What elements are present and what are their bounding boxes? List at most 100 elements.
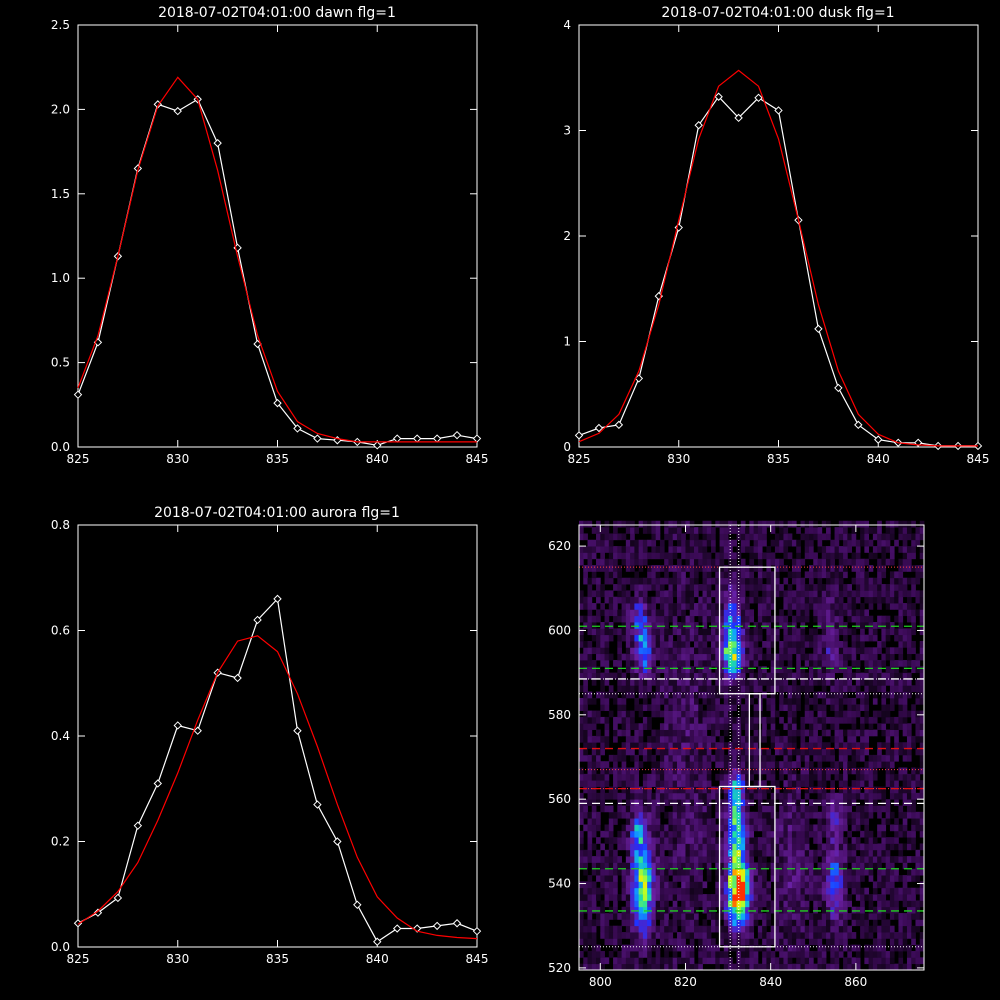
heatmap-cell — [881, 957, 887, 965]
heatmap-cell — [676, 944, 682, 952]
heatmap-cell — [621, 792, 627, 800]
heatmap-cell — [894, 678, 899, 686]
heatmap-cell — [706, 780, 712, 787]
heatmap-cell — [685, 843, 691, 851]
heatmap-cell — [745, 685, 750, 693]
heatmap-cell — [625, 773, 631, 781]
heatmap-cell — [864, 697, 870, 705]
aurora-panel: 2018-07-02T04:01:00 aurora flg=1 825 830 8… — [51, 505, 489, 966]
heatmap-cell — [757, 868, 763, 876]
heatmap-cell — [830, 913, 835, 920]
heatmap-cell — [902, 678, 908, 686]
heatmap-cell — [821, 558, 827, 566]
heatmap-cell — [736, 913, 742, 920]
heatmap-cell — [919, 603, 925, 610]
heatmap-y-tick-label: 540 — [548, 877, 571, 891]
heatmap-cell — [672, 723, 678, 730]
heatmap-cell — [736, 792, 742, 800]
heatmap-cell — [723, 919, 729, 927]
heatmap-cell — [723, 932, 729, 939]
heatmap-cell — [809, 678, 814, 686]
heatmap-cell — [719, 938, 725, 946]
heatmap-cell — [843, 697, 848, 705]
heatmap-cell — [728, 811, 733, 819]
heatmap-cell — [881, 672, 887, 680]
heatmap-cell — [617, 913, 622, 920]
heatmap-cell — [668, 830, 674, 838]
heatmap-cell — [711, 615, 716, 623]
heatmap-cell — [681, 565, 686, 572]
heatmap-cell — [715, 881, 720, 889]
heatmap-cell — [732, 742, 737, 749]
heatmap-cell — [877, 584, 882, 591]
heatmap-cell — [659, 584, 665, 591]
heatmap-cell — [583, 856, 588, 863]
heatmap-cell — [698, 862, 703, 870]
heatmap-cell — [766, 577, 772, 585]
heatmap-cell — [830, 786, 835, 794]
heatmap-cell — [766, 697, 772, 705]
dawn-x-tick-label: 845 — [466, 452, 489, 466]
heatmap-cell — [796, 862, 801, 870]
heatmap-cell — [651, 919, 657, 927]
heatmap-cell — [749, 742, 755, 749]
heatmap-cell — [659, 552, 665, 560]
heatmap-cell — [885, 932, 891, 939]
heatmap-cell — [919, 685, 925, 693]
heatmap-cell — [600, 761, 605, 768]
heatmap-cell — [732, 881, 737, 889]
heatmap-cell — [625, 868, 631, 876]
heatmap-cell — [766, 704, 772, 711]
heatmap-cell — [906, 533, 912, 541]
heatmap-cell — [855, 843, 861, 851]
heatmap-cell — [596, 780, 601, 787]
heatmap-cell — [659, 596, 665, 604]
heatmap-cell — [655, 957, 661, 965]
heatmap-cell — [698, 704, 703, 711]
heatmap-cell — [638, 938, 644, 946]
heatmap-cell — [809, 729, 814, 737]
heatmap-cell — [813, 590, 818, 598]
heatmap-cell — [774, 546, 780, 553]
heatmap-cell — [766, 830, 772, 838]
heatmap-cell — [689, 944, 695, 952]
heatmap-cell — [762, 761, 767, 768]
heatmap-cell — [804, 894, 810, 901]
heatmap-cell — [625, 951, 631, 958]
heatmap-cell — [689, 773, 695, 781]
heatmap-cell — [604, 761, 610, 768]
heatmap-cell — [817, 849, 823, 857]
heatmap-cell — [728, 754, 733, 762]
heatmap-cell — [877, 875, 882, 882]
heatmap-cell — [681, 609, 686, 617]
heatmap-cell — [889, 786, 895, 794]
heatmap-cell — [791, 704, 797, 711]
heatmap-cell — [881, 742, 887, 749]
heatmap-cell — [809, 951, 814, 958]
heatmap-cell — [672, 919, 678, 927]
heatmap-cell — [698, 710, 703, 718]
heatmap-cell — [689, 849, 695, 857]
heatmap-cell — [723, 520, 729, 528]
heatmap-cell — [911, 837, 916, 844]
heatmap-cell — [647, 919, 652, 927]
heatmap-cell — [804, 659, 810, 667]
heatmap-cell — [647, 894, 652, 901]
heatmap-cell — [621, 716, 627, 724]
heatmap-cell — [740, 571, 746, 579]
heatmap-cell — [596, 546, 601, 553]
heatmap-cell — [604, 659, 610, 667]
heatmap-cell — [889, 723, 895, 730]
heatmap-cell — [860, 894, 865, 901]
heatmap-cell — [779, 641, 784, 648]
heatmap-cell — [596, 634, 601, 642]
heatmap-cell — [838, 887, 844, 895]
heatmap-cell — [868, 761, 874, 768]
heatmap-cell — [625, 786, 631, 794]
heatmap-cell — [749, 716, 755, 724]
heatmap-cell — [838, 811, 844, 819]
heatmap-cell — [915, 609, 921, 617]
heatmap-cell — [723, 824, 729, 832]
heatmap-cell — [655, 729, 661, 737]
heatmap-cell — [728, 805, 733, 813]
